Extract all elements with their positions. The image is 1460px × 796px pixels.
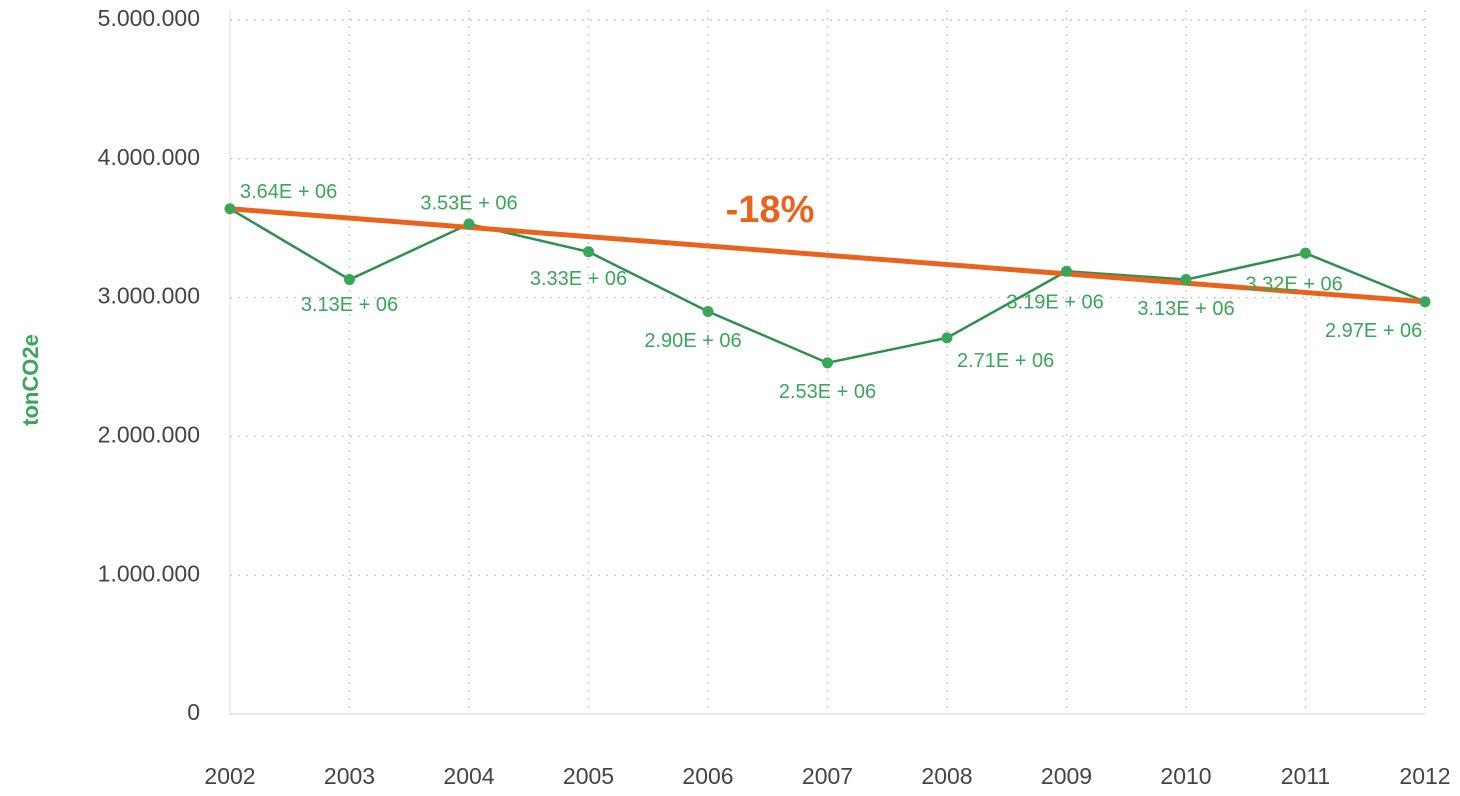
x-tick-label: 2009	[1041, 763, 1092, 789]
x-tick-label: 2012	[1399, 763, 1450, 789]
x-tick-label: 2008	[921, 763, 972, 789]
data-label: 2.90E + 06	[644, 330, 741, 352]
data-point	[1180, 274, 1192, 286]
data-point	[702, 305, 714, 317]
data-label: 3.13E + 06	[1137, 298, 1234, 320]
data-point	[1300, 247, 1311, 259]
data-label: 3.64E + 06	[240, 181, 337, 203]
y-tick-label: 4.000.000	[98, 144, 200, 170]
data-point	[941, 332, 953, 344]
data-label: 2.71E + 06	[957, 350, 1054, 372]
y-tick-label: 3.000.000	[98, 283, 200, 309]
x-tick-label: 2004	[443, 763, 494, 789]
x-tick-label: 2006	[682, 763, 733, 789]
data-label: 3.33E + 06	[530, 268, 627, 290]
x-tick-label: 2010	[1160, 763, 1211, 789]
data-label: 3.32E + 06	[1246, 273, 1343, 295]
data-point	[463, 218, 475, 230]
y-tick-label: 2.000.000	[98, 421, 200, 447]
x-tick-label: 2002	[204, 763, 255, 789]
data-label: 2.53E + 06	[779, 381, 876, 403]
trend-label: -18%	[726, 189, 815, 231]
data-point	[1419, 296, 1431, 308]
x-tick-label: 2011	[1281, 763, 1330, 789]
data-point	[1061, 265, 1072, 277]
data-point	[344, 274, 355, 286]
data-label: 2.97E + 06	[1325, 320, 1422, 342]
y-axis-label: tonCO2e	[18, 334, 43, 426]
y-tick-label: 0	[187, 699, 200, 725]
data-label: 3.13E + 06	[301, 294, 398, 316]
x-tick-label: 2003	[324, 763, 375, 789]
data-point	[224, 203, 236, 215]
data-point	[822, 357, 833, 369]
data-label: 3.53E + 06	[420, 192, 517, 214]
y-tick-label: 5.000.000	[98, 5, 200, 31]
data-label: 3.19E + 06	[1007, 292, 1104, 314]
x-tick-label: 2007	[802, 763, 853, 789]
x-tick-label: 2005	[563, 763, 614, 789]
y-tick-label: 1.000.000	[98, 560, 200, 586]
data-point	[583, 246, 594, 258]
trend-line	[229, 206, 1426, 305]
